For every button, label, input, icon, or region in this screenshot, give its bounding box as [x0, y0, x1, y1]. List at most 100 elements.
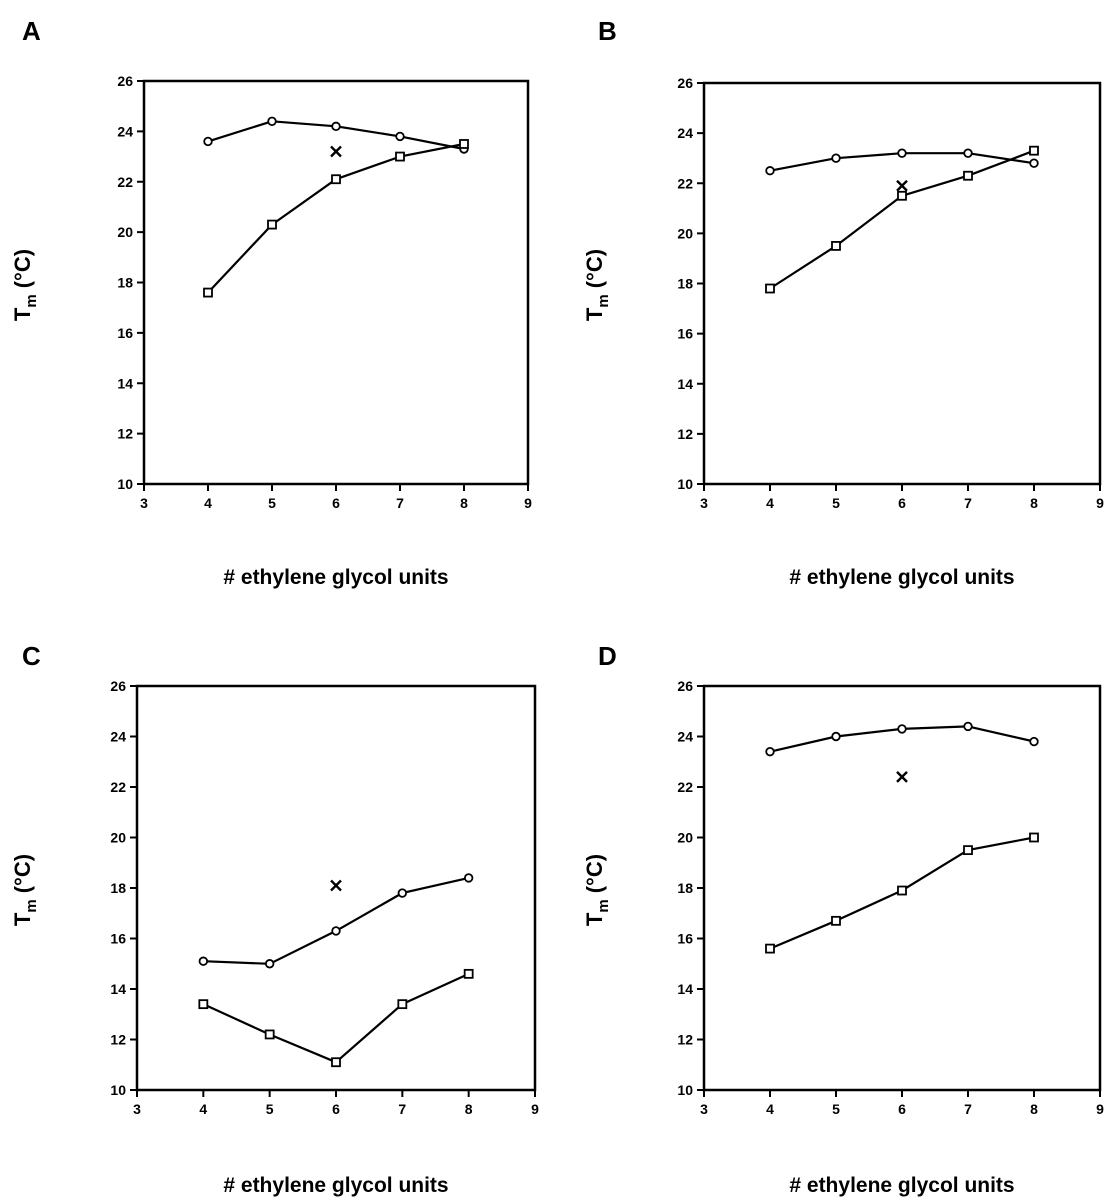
y-tick-label: 20 [677, 830, 693, 846]
y-axis-label-main: T [582, 912, 607, 926]
y-tick-label: 14 [677, 981, 693, 997]
x-marker-stroke [330, 879, 342, 892]
circle-point [897, 724, 907, 734]
square-point [395, 151, 405, 162]
square-point [897, 190, 907, 201]
panel-letter: B [598, 16, 617, 46]
x-tick-label: 4 [204, 495, 212, 511]
y-tick-label: 26 [677, 75, 693, 91]
y-tick-label: 12 [117, 426, 133, 442]
x-tick-label: 9 [1096, 1101, 1104, 1117]
x-tick-label: 7 [396, 495, 404, 511]
circle-point [897, 148, 907, 158]
circle-point [463, 873, 474, 883]
x-tick-label: 8 [1030, 495, 1038, 511]
square-point [1029, 145, 1039, 156]
y-axis-label: Tm (°C) [10, 249, 40, 321]
y-tick-label: 22 [677, 175, 693, 191]
y-axis-label-sub: m [23, 294, 40, 307]
square-point [267, 219, 277, 230]
y-axis-label-unit: (°C) [10, 249, 35, 288]
x-tick-label: 3 [140, 495, 148, 511]
panel-c: C 10 12 14 16 18 20 22 24 26 3 4 5 6 7 8 9 # ethylene gly… [10, 641, 539, 1197]
y-tick-label: 24 [677, 125, 693, 141]
y-tick-label: 12 [110, 1032, 126, 1048]
x-tick-label: 3 [700, 1101, 708, 1117]
x-tick-label: 3 [133, 1101, 141, 1117]
square-point [765, 943, 775, 954]
y-axis-label-unit: (°C) [582, 249, 607, 288]
square-point [331, 1057, 341, 1068]
plot-frame [135, 684, 537, 1092]
x-tick-label: 5 [266, 1101, 274, 1117]
y-axis-label-main: T [582, 307, 607, 321]
y-axis-label-unit: (°C) [10, 854, 35, 893]
y-tick-label: 10 [677, 1082, 693, 1098]
y-tick-label: 24 [677, 729, 693, 745]
y-axis-label: Tm (°C) [10, 854, 40, 926]
x-tick-label: 9 [524, 495, 532, 511]
x-tick-label: 5 [268, 495, 276, 511]
y-tick-label: 20 [110, 830, 126, 846]
y-tick-label: 18 [677, 276, 693, 292]
y-tick-label: 20 [677, 225, 693, 241]
x-tick-label: 6 [898, 1101, 906, 1117]
x-axis-label: # ethylene glycol units [789, 1174, 1014, 1197]
x-tick-label: 3 [700, 495, 708, 511]
square-point [198, 999, 209, 1010]
y-tick-label: 26 [110, 678, 126, 694]
x-tick-label: 8 [460, 495, 468, 511]
plot-frame [702, 81, 1102, 486]
y-tick-label: 22 [117, 174, 133, 190]
x-marker-point [330, 145, 342, 158]
x-tick-label: 5 [832, 1101, 840, 1117]
panel-d: D 10 12 14 16 18 20 22 24 26 3 4 5 6 7 8 9 # ethylene gly… [582, 641, 1104, 1197]
y-tick-label: 24 [110, 729, 126, 745]
square-point [765, 283, 775, 294]
y-axis-label-main: T [10, 912, 35, 926]
panel-letter: C [22, 641, 41, 671]
y-tick-label: 12 [677, 1032, 693, 1048]
square-point [331, 174, 341, 185]
x-tick-label: 5 [832, 495, 840, 511]
y-tick-label: 16 [677, 931, 693, 947]
circle-point [395, 131, 405, 142]
series-line-square [207, 142, 465, 294]
y-tick-label: 22 [110, 779, 126, 795]
x-tick-label: 4 [199, 1101, 207, 1117]
x-tick-label: 8 [1030, 1101, 1038, 1117]
panel-a: A 10 12 14 16 18 20 22 24 26 3 4 5 6 7 8 9 # ethylene gly… [10, 16, 532, 589]
y-tick-label: 26 [117, 73, 133, 89]
square-point [831, 915, 841, 926]
circle-point [1029, 158, 1039, 168]
circle-point [331, 121, 341, 132]
square-point [831, 241, 841, 251]
x-marker-point [896, 179, 908, 192]
x-tick-label: 7 [964, 1101, 972, 1117]
y-tick-label: 18 [677, 880, 693, 896]
y-axis-label-sub: m [23, 899, 40, 912]
circle-point [203, 136, 213, 147]
y-axis-label-sub: m [595, 294, 612, 307]
circle-point [831, 153, 841, 163]
circle-point [765, 166, 775, 176]
panel-b: B 10 12 14 16 18 20 22 24 26 3 4 5 6 7 8 9 # ethylene gly… [582, 16, 1104, 589]
plot-frame [142, 79, 530, 486]
circle-point [264, 959, 275, 969]
square-point [1029, 832, 1039, 843]
y-axis-label: Tm (°C) [582, 249, 612, 321]
y-tick-label: 16 [117, 325, 133, 341]
circle-point [963, 148, 973, 158]
x-marker-stroke [330, 145, 342, 158]
series-line-square [202, 972, 470, 1064]
y-tick-label: 22 [677, 779, 693, 795]
square-point [264, 1029, 275, 1040]
x-marker-point [330, 879, 342, 892]
y-axis-label-sub: m [595, 899, 612, 912]
y-axis-label-unit: (°C) [582, 854, 607, 893]
x-axis-label: # ethylene glycol units [789, 566, 1014, 589]
x-axis-label: # ethylene glycol units [223, 566, 448, 589]
x-marker-stroke [896, 771, 908, 783]
circle-point [1029, 736, 1039, 747]
